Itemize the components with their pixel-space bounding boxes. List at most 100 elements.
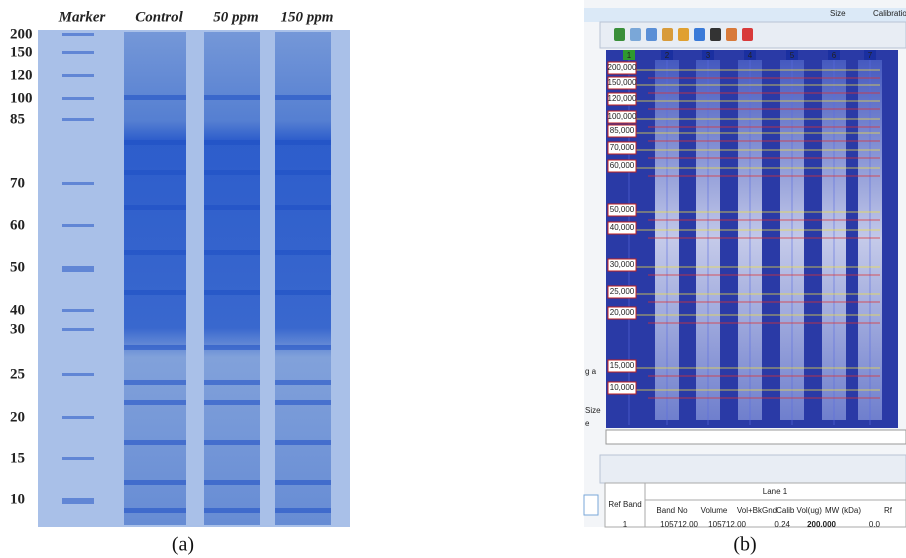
marker-size: 20: [10, 409, 25, 425]
lane-number-box: [744, 50, 756, 60]
lane-label: 50 ppm: [213, 9, 258, 25]
marker-band: [62, 182, 94, 185]
band: [124, 170, 186, 175]
column-header: Calib Vol(ug): [776, 506, 822, 515]
mw-box: [607, 61, 637, 75]
lane: [204, 32, 260, 525]
lane-number: 4: [748, 51, 753, 60]
band: [124, 508, 186, 513]
band: [204, 170, 260, 175]
marker-size: 70: [10, 175, 25, 191]
table-cell: 200.000: [807, 520, 836, 529]
mw-box: [607, 221, 637, 235]
marker-band: [62, 51, 94, 54]
mw-label: 85,000: [610, 126, 635, 135]
side-button[interactable]: [583, 494, 599, 516]
side-fragment: e: [585, 419, 590, 428]
mw-box: [607, 110, 637, 124]
band: [275, 400, 331, 405]
marker-band: [62, 309, 94, 312]
band: [204, 380, 260, 385]
lane-number-box: [828, 50, 840, 60]
lane-number-box: [864, 50, 876, 60]
tool-icon[interactable]: [614, 28, 625, 41]
mw-box: [607, 141, 637, 155]
tool-icon[interactable]: [630, 28, 641, 41]
lane-number: 2: [665, 51, 670, 60]
table-cell: 105712.00: [708, 520, 746, 529]
table-cell: 0.24: [774, 520, 790, 529]
mw-label: 20,000: [610, 308, 635, 317]
lane-label: Control: [135, 9, 183, 25]
side-fragment: Size: [585, 406, 601, 415]
band: [124, 290, 186, 295]
band: [124, 205, 186, 210]
band: [124, 440, 186, 445]
lane-number-box: [702, 50, 714, 60]
marker-band: [62, 373, 94, 376]
marker-band: [62, 224, 94, 227]
marker-size: 15: [10, 450, 25, 466]
mw-label: 40,000: [610, 223, 635, 232]
mw-box: [607, 76, 637, 90]
tool-icon[interactable]: [710, 28, 721, 41]
tool-icon[interactable]: [694, 28, 705, 41]
marker-size: 200: [10, 26, 33, 42]
top-bar-text: Size: [830, 9, 846, 18]
band: [275, 480, 331, 485]
tool-icon[interactable]: [742, 28, 753, 41]
marker-size: 30: [10, 321, 25, 337]
caption: (b): [733, 534, 756, 556]
lane-number: 5: [790, 51, 795, 60]
lane-number-box: [786, 50, 798, 60]
tool-icon[interactable]: [646, 28, 657, 41]
marker-size: 120: [10, 67, 33, 83]
marker-size: 150: [10, 44, 33, 60]
column-header: MW (kDa): [825, 506, 861, 515]
table-cell: 0.0: [869, 520, 881, 529]
band: [204, 345, 260, 350]
tool-icon[interactable]: [662, 28, 673, 41]
marker-size: 50: [10, 259, 25, 275]
column-header: Rf: [884, 506, 893, 515]
band: [204, 480, 260, 485]
band: [275, 95, 331, 100]
scrollbar: [605, 429, 906, 445]
mw-label: 50,000: [610, 205, 635, 214]
band: [124, 250, 186, 255]
mw-label: 25,000: [610, 287, 635, 296]
tool-icon[interactable]: [678, 28, 689, 41]
marker-size: 10: [10, 491, 25, 507]
band: [124, 380, 186, 385]
tool-icon[interactable]: [726, 28, 737, 41]
lane-number: 3: [706, 51, 711, 60]
column-header: Vol+BkGnd: [737, 506, 777, 515]
band: [275, 440, 331, 445]
band: [204, 205, 260, 210]
table-header: Lane 1: [763, 487, 788, 496]
band: [124, 345, 186, 350]
band: [204, 140, 260, 145]
band: [204, 95, 260, 100]
marker-size: 60: [10, 217, 25, 233]
marker-band: [62, 266, 94, 272]
mw-label: 150,000: [608, 78, 637, 87]
column-header: Volume: [701, 506, 728, 515]
table-cell: 1: [623, 520, 628, 529]
mw-label: 200,000: [608, 63, 637, 72]
band: [204, 440, 260, 445]
mw-box: [607, 159, 637, 173]
mw-label: 100,000: [608, 112, 637, 121]
top-bar: [584, 8, 906, 22]
column-header: Band No: [656, 506, 688, 515]
side-fragment: g a: [585, 367, 597, 376]
mw-label: 30,000: [610, 260, 635, 269]
marker-band: [62, 97, 94, 100]
band: [124, 400, 186, 405]
table: [604, 482, 906, 528]
lane-label: 150 ppm: [281, 9, 334, 25]
band: [275, 205, 331, 210]
marker-band: [62, 457, 94, 460]
band: [204, 290, 260, 295]
lane: [124, 32, 186, 525]
